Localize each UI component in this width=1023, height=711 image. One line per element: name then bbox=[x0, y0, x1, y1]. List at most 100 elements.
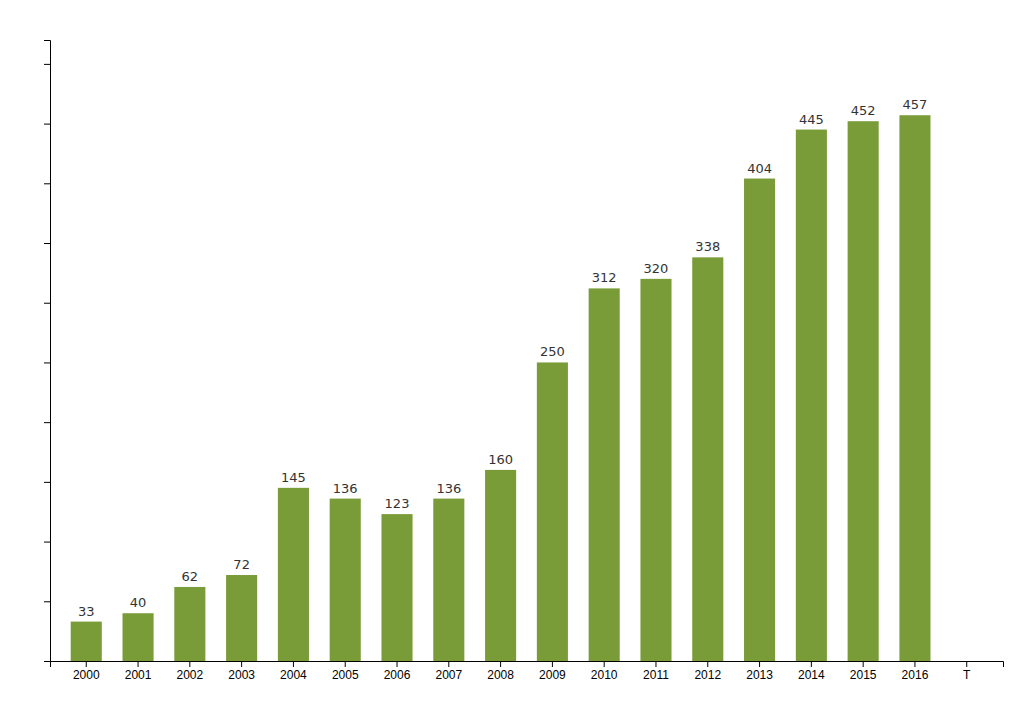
data-label: 404 bbox=[747, 161, 772, 176]
bar bbox=[848, 121, 879, 661]
x-tick-mark bbox=[655, 661, 656, 667]
data-label: 62 bbox=[182, 569, 199, 584]
y-tick-mark bbox=[44, 601, 50, 602]
bar bbox=[537, 362, 568, 661]
data-label: 136 bbox=[436, 481, 461, 496]
x-tick: 2011 bbox=[643, 661, 669, 682]
x-tick: 2012 bbox=[694, 661, 721, 682]
x-tick: 2008 bbox=[487, 661, 514, 682]
x-tick: 2013 bbox=[746, 661, 773, 682]
x-tick: 2014 bbox=[798, 661, 825, 682]
x-tick-mark bbox=[811, 661, 812, 667]
y-tick-mark bbox=[44, 243, 50, 244]
bar bbox=[123, 613, 154, 661]
bar bbox=[692, 257, 723, 661]
x-tick-label: 2014 bbox=[798, 668, 825, 682]
y-tick bbox=[44, 64, 50, 65]
x-tick-mark bbox=[604, 661, 605, 667]
x-tick: 2010 bbox=[591, 661, 618, 682]
bar bbox=[433, 499, 464, 661]
x-tick-label: 2015 bbox=[850, 668, 877, 682]
bar bbox=[330, 499, 361, 661]
bar bbox=[589, 288, 620, 661]
x-tick-label: 2003 bbox=[228, 668, 255, 682]
data-label: 320 bbox=[644, 261, 669, 276]
data-label: 72 bbox=[233, 557, 250, 572]
x-tick: 2000 bbox=[73, 661, 100, 682]
bar bbox=[278, 488, 309, 661]
y-tick bbox=[44, 243, 50, 244]
bar bbox=[640, 279, 671, 661]
x-tick-mark bbox=[293, 661, 294, 667]
x-tick-mark bbox=[189, 661, 190, 667]
x-tick-label: 2006 bbox=[384, 668, 411, 682]
y-tick bbox=[44, 362, 50, 363]
x-tick-mark bbox=[914, 661, 915, 667]
x-tick-label: T bbox=[963, 668, 971, 682]
data-label: 145 bbox=[281, 470, 306, 485]
y-tick bbox=[44, 124, 50, 125]
x-tick-label: 2016 bbox=[902, 668, 929, 682]
x-tick: T bbox=[963, 661, 971, 682]
data-label: 452 bbox=[851, 103, 876, 118]
data-label: 40 bbox=[130, 595, 147, 610]
bar bbox=[381, 514, 412, 661]
x-tick: 2015 bbox=[850, 661, 877, 682]
data-label: 160 bbox=[488, 452, 513, 467]
data-labels: 3340627214513612313616025031232033840444… bbox=[78, 97, 927, 618]
x-tick-label: 2008 bbox=[487, 668, 514, 682]
x-tick-label: 2009 bbox=[539, 668, 566, 682]
bar bbox=[796, 130, 827, 661]
bar bbox=[744, 179, 775, 661]
x-tick: 2001 bbox=[125, 661, 152, 682]
x-tick-mark bbox=[448, 661, 449, 667]
data-label: 250 bbox=[540, 344, 565, 359]
x-tick-label: 2000 bbox=[73, 668, 100, 682]
y-axis-line bbox=[44, 41, 51, 662]
bar bbox=[71, 622, 102, 661]
y-tick-mark bbox=[44, 482, 50, 483]
x-tick: 2009 bbox=[539, 661, 566, 682]
y-tick bbox=[44, 422, 50, 423]
x-axis: 2000200120022003200420052006200720082009… bbox=[51, 661, 1004, 682]
chart: 2000200120022003200420052006200720082009… bbox=[0, 0, 1023, 711]
x-tick-label: 2010 bbox=[591, 668, 618, 682]
x-tick: 2006 bbox=[384, 661, 411, 682]
y-tick bbox=[44, 183, 50, 184]
x-tick-label: 2002 bbox=[176, 668, 203, 682]
x-tick-mark bbox=[966, 661, 967, 667]
y-tick-mark bbox=[44, 362, 50, 363]
bar bbox=[899, 115, 930, 661]
data-label: 33 bbox=[78, 604, 95, 619]
data-label: 123 bbox=[385, 496, 410, 511]
data-label: 338 bbox=[695, 239, 720, 254]
y-tick bbox=[44, 661, 50, 662]
x-tick-mark bbox=[552, 661, 553, 667]
bar bbox=[226, 575, 257, 661]
x-tick-mark bbox=[759, 661, 760, 667]
bar bbox=[174, 587, 205, 661]
y-tick-mark bbox=[44, 303, 50, 304]
x-tick: 2003 bbox=[228, 661, 255, 682]
data-label: 312 bbox=[592, 270, 617, 285]
y-axis bbox=[44, 41, 51, 662]
x-tick-label: 2007 bbox=[435, 668, 462, 682]
y-tick-mark bbox=[44, 542, 50, 543]
y-tick bbox=[44, 601, 50, 602]
x-tick-label: 2001 bbox=[125, 668, 152, 682]
x-tick-mark bbox=[138, 661, 139, 667]
y-tick bbox=[44, 482, 50, 483]
x-tick-mark bbox=[863, 661, 864, 667]
y-tick-mark bbox=[44, 64, 50, 65]
y-tick bbox=[44, 303, 50, 304]
y-tick bbox=[44, 542, 50, 543]
x-tick: 2016 bbox=[902, 661, 929, 682]
x-tick-mark bbox=[500, 661, 501, 667]
x-tick-label: 2013 bbox=[746, 668, 773, 682]
data-label: 136 bbox=[333, 481, 358, 496]
x-axis-line bbox=[51, 662, 1004, 668]
y-tick-mark bbox=[44, 183, 50, 184]
bars bbox=[71, 115, 931, 661]
x-tick: 2004 bbox=[280, 661, 307, 682]
y-tick-mark bbox=[44, 661, 50, 662]
